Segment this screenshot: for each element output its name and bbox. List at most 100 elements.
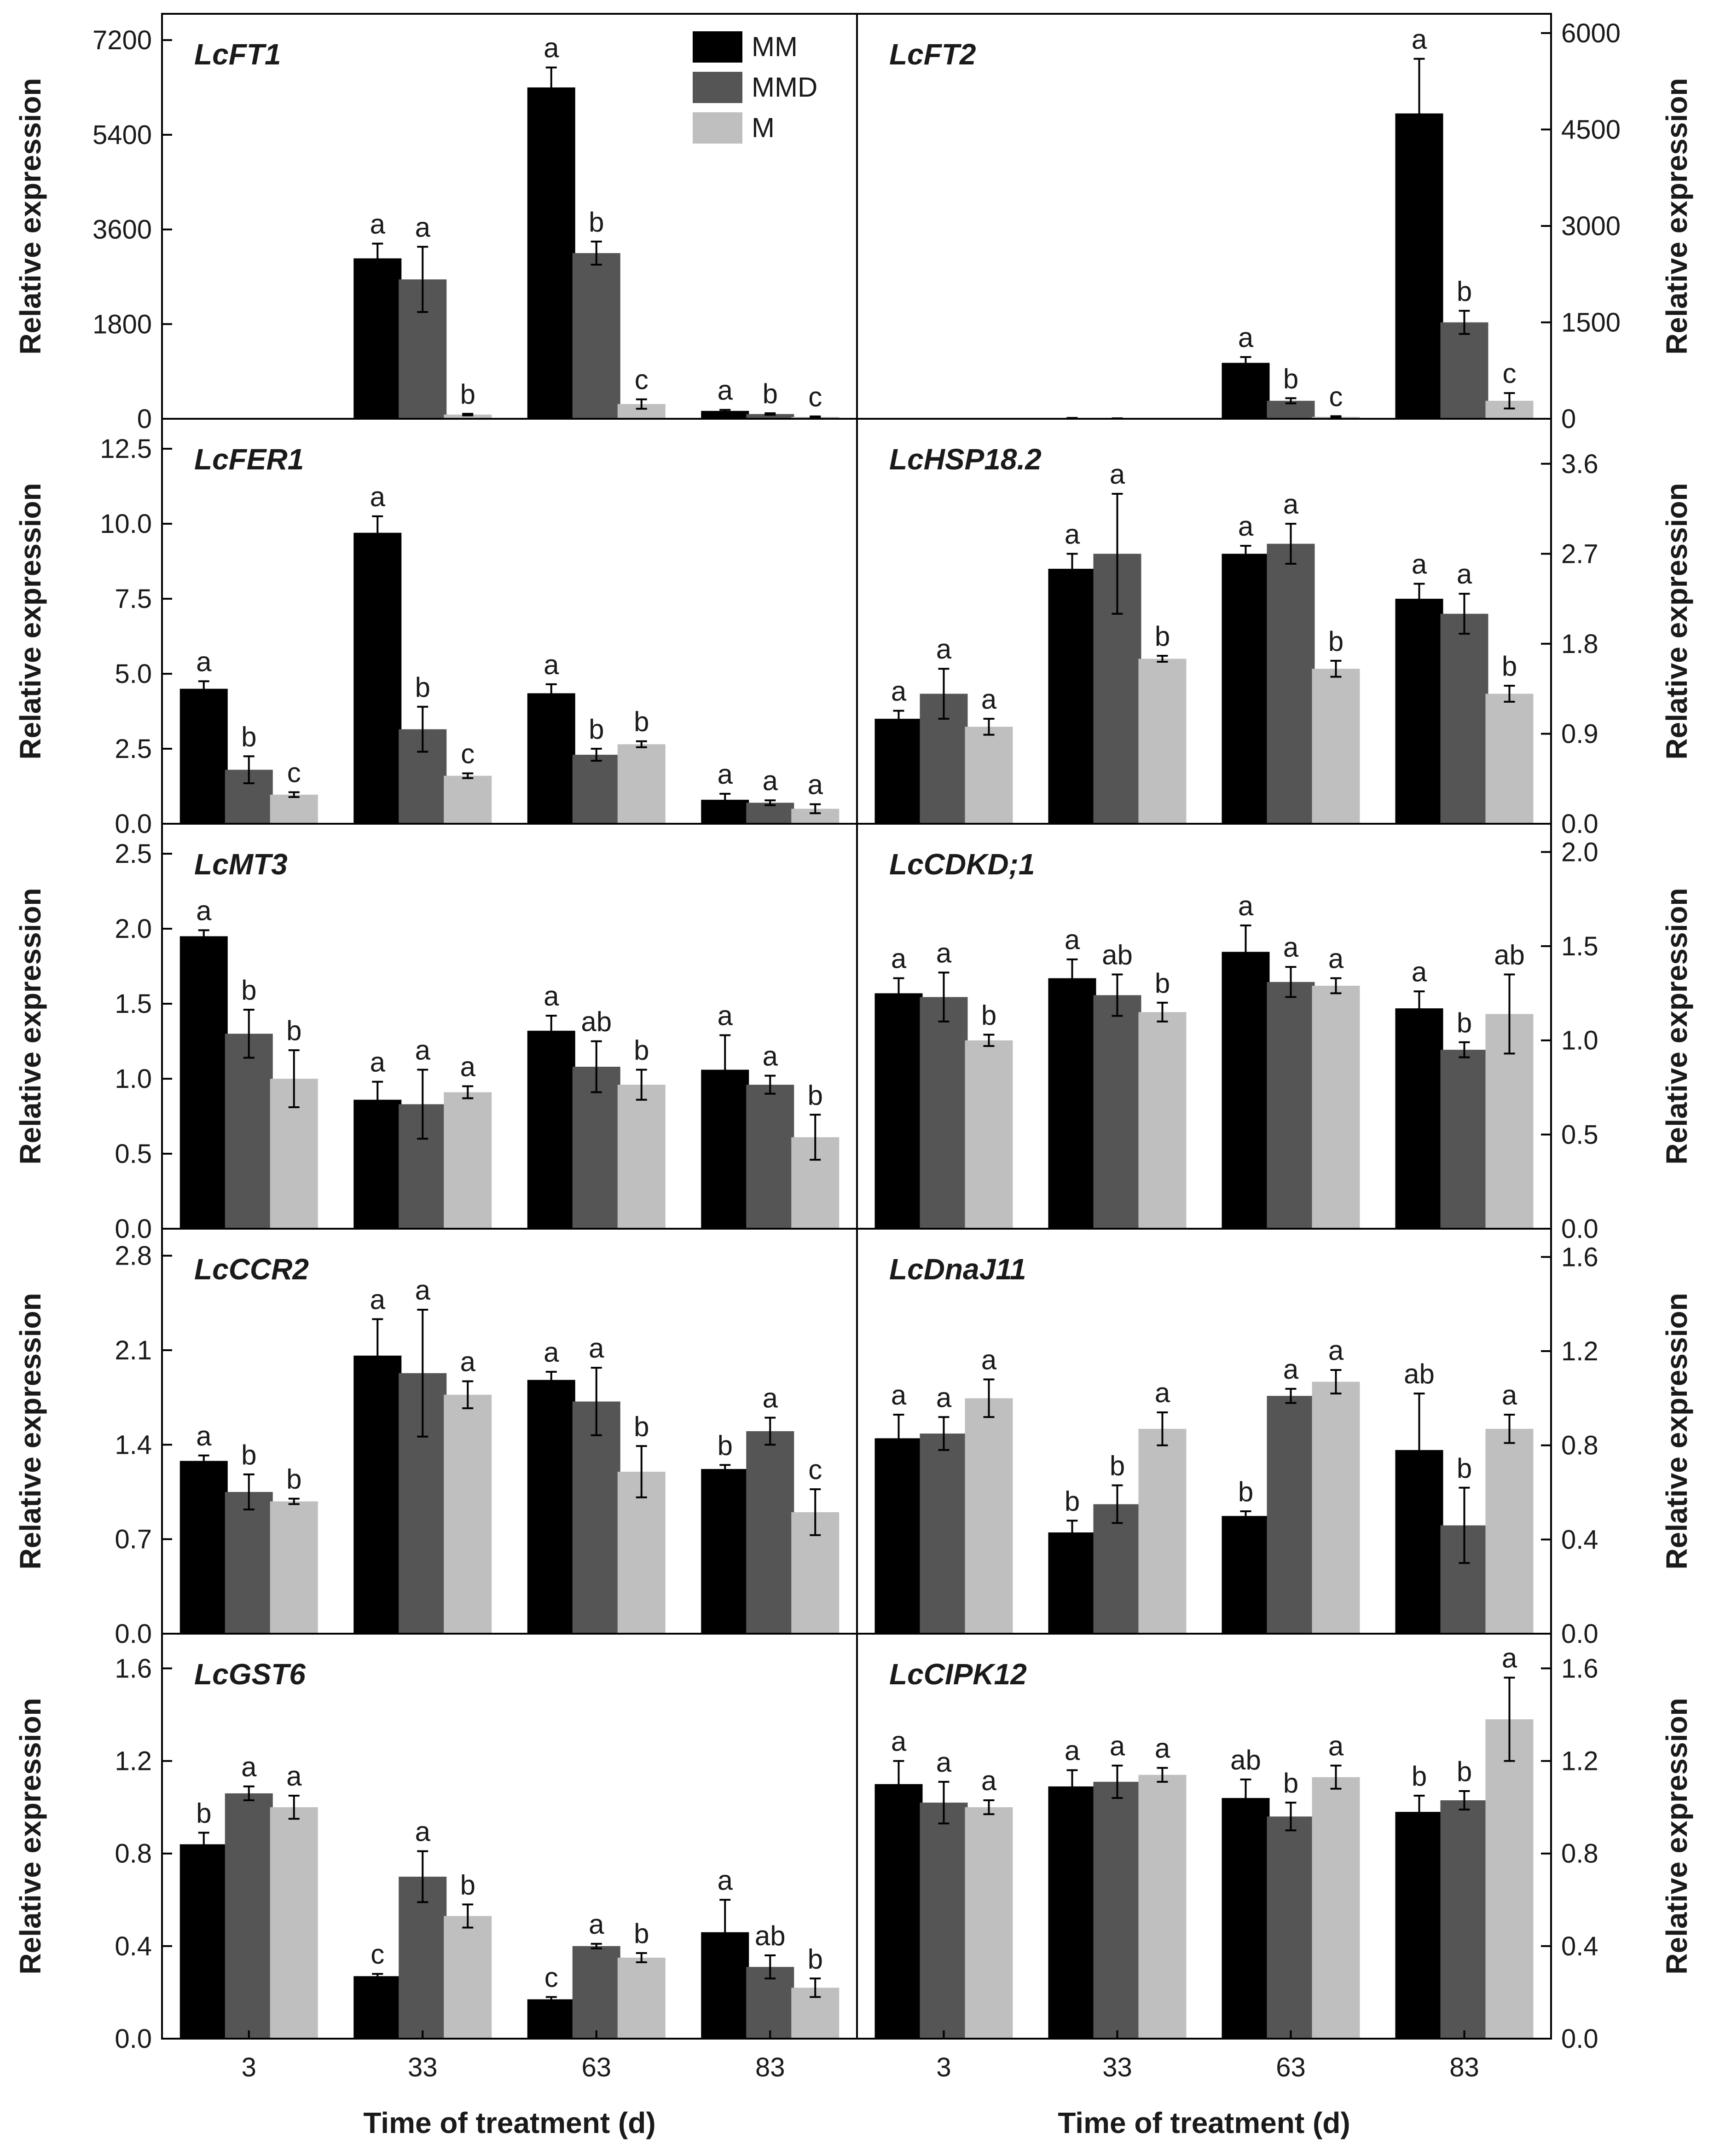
y-tick-label: 2.5 <box>115 734 152 764</box>
significance-letter: a <box>1238 890 1254 921</box>
bar <box>746 1085 794 1229</box>
bar <box>180 1461 228 1634</box>
significance-letter: a <box>981 1344 997 1375</box>
significance-letter: b <box>1283 1768 1298 1798</box>
bar <box>572 1946 620 2039</box>
significance-letter: a <box>1238 322 1254 353</box>
significance-letter: b <box>1283 363 1298 394</box>
significance-letter: c <box>544 1962 558 1993</box>
legend-swatch <box>693 112 742 144</box>
bar <box>1048 1786 1096 2039</box>
y-tick-label: 0.4 <box>1561 1525 1598 1555</box>
bar <box>1312 1777 1360 2039</box>
significance-letter: a <box>718 1000 733 1031</box>
bar <box>746 1431 794 1634</box>
bar <box>527 1030 575 1229</box>
x-tick-label: 3 <box>936 2052 951 2082</box>
significance-letter: b <box>1457 276 1472 306</box>
bar <box>965 1807 1013 2039</box>
y-tick-label: 0.8 <box>1561 1431 1598 1461</box>
y-tick-label: 1.0 <box>1561 1026 1598 1056</box>
bar <box>1485 1428 1534 1634</box>
bar <box>1048 568 1096 824</box>
bar <box>1222 363 1270 419</box>
significance-letter: a <box>286 1761 302 1792</box>
significance-letter: b <box>460 1869 475 1900</box>
significance-letter: ab <box>1230 1745 1261 1775</box>
y-axis-title: Relative expression <box>14 888 47 1164</box>
bar <box>1048 1532 1096 1634</box>
significance-letter: c <box>808 381 822 412</box>
bar <box>1222 952 1270 1229</box>
significance-letter: a <box>718 759 733 790</box>
significance-letter: a <box>460 1051 476 1082</box>
significance-letter: a <box>891 1726 907 1757</box>
bar <box>353 1355 402 1634</box>
significance-letter: c <box>461 738 475 769</box>
legend-swatch <box>693 31 742 63</box>
significance-letter: b <box>1155 968 1170 999</box>
bar <box>572 253 620 419</box>
significance-letter: c <box>287 757 301 788</box>
bar <box>527 1380 575 1634</box>
y-axis-title: Relative expression <box>1660 483 1693 759</box>
y-tick-label: 1.2 <box>1561 1336 1598 1366</box>
bar <box>1048 978 1096 1229</box>
bar <box>1267 543 1315 824</box>
significance-letter: a <box>1155 1733 1170 1764</box>
bar <box>180 1844 228 2039</box>
panel-title: LcHSP18.2 <box>889 443 1042 476</box>
significance-letter: c <box>635 364 649 395</box>
bar <box>1395 599 1443 824</box>
bar <box>527 1999 575 2039</box>
bar <box>353 258 402 419</box>
significance-letter: c <box>371 1939 384 1970</box>
bar <box>617 1958 666 2039</box>
bar <box>353 1099 402 1229</box>
y-tick-label: 0.0 <box>1561 2024 1598 2054</box>
bar <box>527 87 575 419</box>
significance-letter: a <box>981 1765 997 1796</box>
significance-letter: b <box>589 207 604 237</box>
bar <box>225 1793 273 2039</box>
bar <box>1138 1428 1187 1634</box>
significance-letter: a <box>808 769 823 800</box>
bar <box>225 1034 273 1229</box>
significance-letter: b <box>1412 1761 1427 1792</box>
bar <box>1222 1516 1270 1634</box>
y-tick-label: 0.5 <box>115 1139 152 1169</box>
y-tick-label: 1800 <box>93 309 152 339</box>
significance-letter: a <box>460 1346 476 1377</box>
bar <box>444 1394 492 1634</box>
y-tick-label: 7200 <box>93 25 152 55</box>
significance-letter: a <box>1065 925 1080 955</box>
bar <box>965 727 1013 824</box>
bar <box>225 1492 273 1634</box>
significance-letter: b <box>286 1464 301 1495</box>
significance-letter: a <box>936 937 952 968</box>
bar <box>270 1501 318 1634</box>
significance-letter: b <box>1155 621 1170 652</box>
y-axis-title: Relative expression <box>14 1293 47 1569</box>
panel-title: LcDnaJ11 <box>889 1253 1026 1286</box>
bar <box>1267 1816 1315 2039</box>
bar <box>444 775 492 824</box>
significance-letter: a <box>891 1380 907 1410</box>
y-tick-label: 0.0 <box>115 809 152 839</box>
bar <box>1267 1396 1315 1634</box>
bar <box>1138 659 1187 824</box>
bar <box>1222 554 1270 824</box>
x-tick-label: 33 <box>1102 2052 1132 2082</box>
significance-letter: a <box>718 1865 733 1896</box>
significance-letter: a <box>196 1421 212 1451</box>
significance-letter: a <box>1155 1377 1170 1408</box>
significance-letter: b <box>1238 1476 1253 1507</box>
significance-letter: a <box>370 1284 386 1315</box>
y-tick-label: 2.8 <box>115 1241 152 1271</box>
bar <box>1440 1050 1488 1229</box>
bar <box>270 1807 318 2039</box>
significance-letter: b <box>1110 1451 1125 1481</box>
bar <box>701 410 749 419</box>
y-axis-title: Relative expression <box>1660 888 1693 1164</box>
significance-letter: a <box>1065 519 1080 549</box>
